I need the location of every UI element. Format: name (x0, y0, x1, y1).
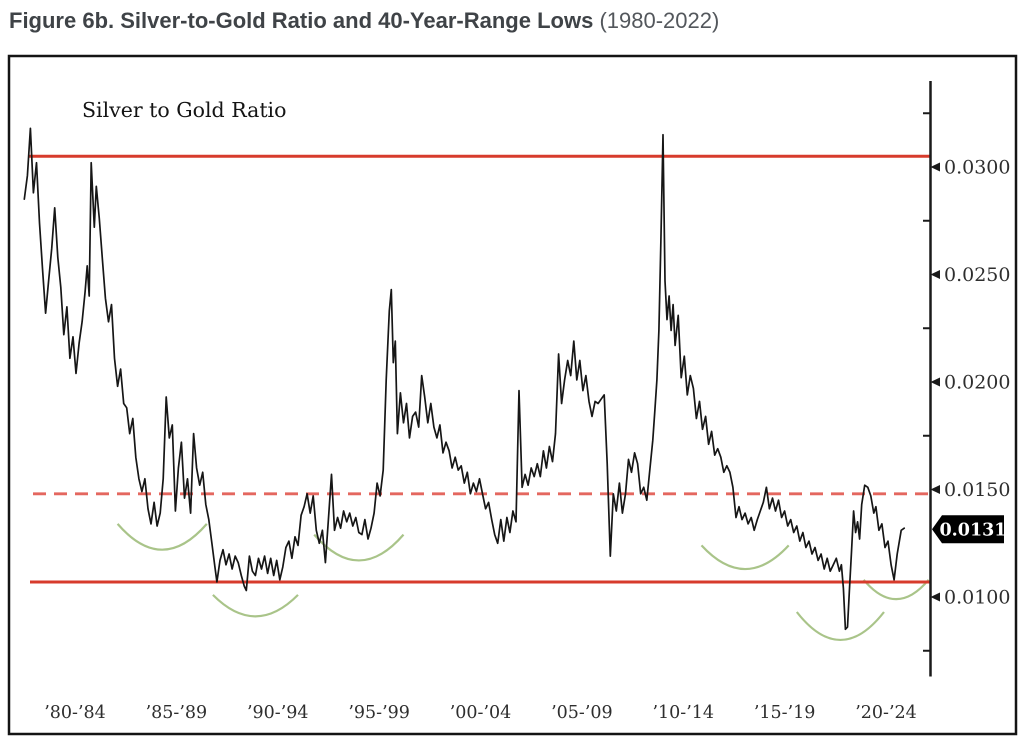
y-tick-label: 0.0300 (944, 157, 1010, 179)
x-tick-label: ’95-’99 (348, 703, 410, 723)
y-major-tick-arrow (930, 270, 940, 279)
low-arc (700, 544, 790, 570)
y-tick-label: 0.0250 (944, 264, 1010, 286)
y-tick-label: 0.0100 (944, 587, 1010, 609)
x-tick-label: ’90-’94 (247, 703, 309, 723)
low-arc (116, 523, 208, 551)
y-tick-label: 0.0200 (944, 372, 1010, 394)
low-arc (795, 611, 885, 642)
x-tick-label: ’15-’19 (754, 703, 816, 723)
low-arc (212, 594, 299, 618)
x-tick-label: ’85-’89 (146, 703, 208, 723)
figure-title: Figure 6b. Silver-to-Gold Ratio and 40-Y… (9, 8, 719, 34)
current-value-tag (932, 515, 1004, 544)
figure-title-text: Figure 6b. Silver-to-Gold Ratio and 40-Y… (9, 8, 594, 33)
y-major-tick-arrow (930, 485, 940, 494)
y-major-tick-arrow (930, 592, 940, 602)
ratio-series-line (23, 127, 906, 631)
x-tick-label: ’00-’04 (450, 703, 512, 723)
x-tick-label: ’80-’84 (44, 703, 106, 723)
x-tick-label: ’10-’14 (652, 703, 714, 723)
x-tick-label: ’20-’24 (855, 703, 917, 723)
y-major-tick-arrow (930, 162, 940, 172)
y-major-tick-arrow (930, 377, 940, 387)
figure-title-period: (1980-2022) (599, 8, 720, 33)
low-arc (862, 579, 930, 601)
current-value-tag-label: 0.0131 (940, 520, 1007, 540)
x-tick-label: ’05-’09 (551, 703, 613, 723)
silver-gold-ratio-label: Silver to Gold Ratio (82, 98, 286, 122)
y-tick-label: 0.0150 (944, 479, 1010, 501)
